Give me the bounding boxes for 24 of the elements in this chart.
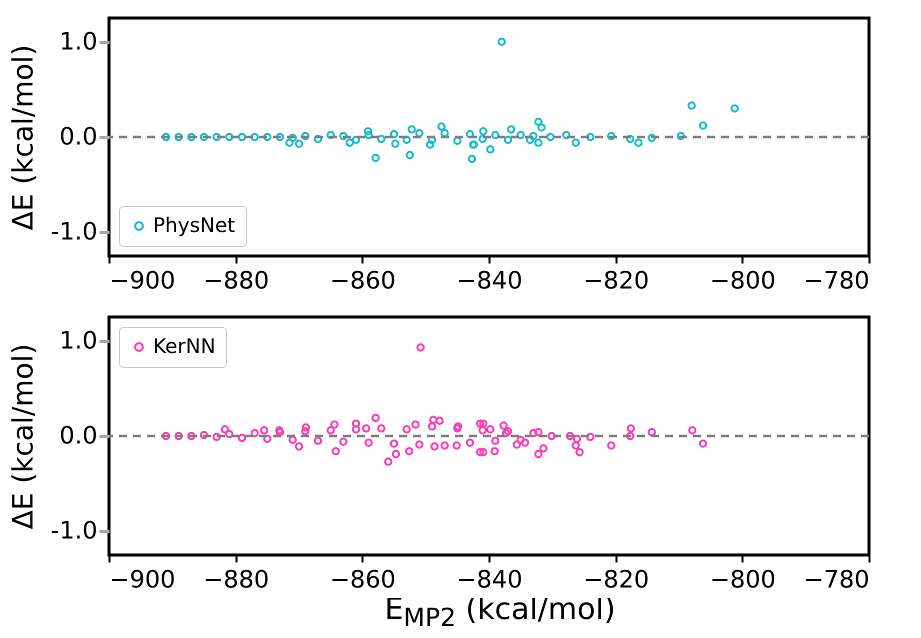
x-tick-label: −800 [710,266,776,294]
x-tick-label: −900 [110,566,176,594]
x-tick-label: −840 [456,266,522,294]
y-tick-label: 0.0 [59,422,98,450]
y-tick-label: 1.0 [59,326,98,354]
y-tick-label: -1.0 [50,218,98,246]
x-tick-label: −880 [203,566,270,594]
x-tick-label: −880 [203,266,270,294]
y-tick-label: 1.0 [59,27,98,56]
y-tick-label: 0.0 [59,122,98,150]
x-tick-label: −900 [110,266,176,294]
x-tick-label: −780 [804,566,870,594]
legend-label: PhysNet [153,213,236,237]
y-axis-title: ΔE (kcal/mol) [6,44,40,230]
x-tick-label: −800 [710,566,776,594]
legend-label: KerNN [153,334,216,358]
y-axis-title: ΔE (kcal/mol) [6,344,40,530]
x-tick-label: −780 [804,266,870,294]
x-tick-label: −840 [456,566,522,594]
x-tick-label: −860 [330,566,396,594]
x-tick-label: −820 [583,566,650,594]
x-tick-label: −860 [330,266,396,294]
x-tick-label: −820 [583,266,650,294]
y-tick-label: -1.0 [50,516,98,545]
